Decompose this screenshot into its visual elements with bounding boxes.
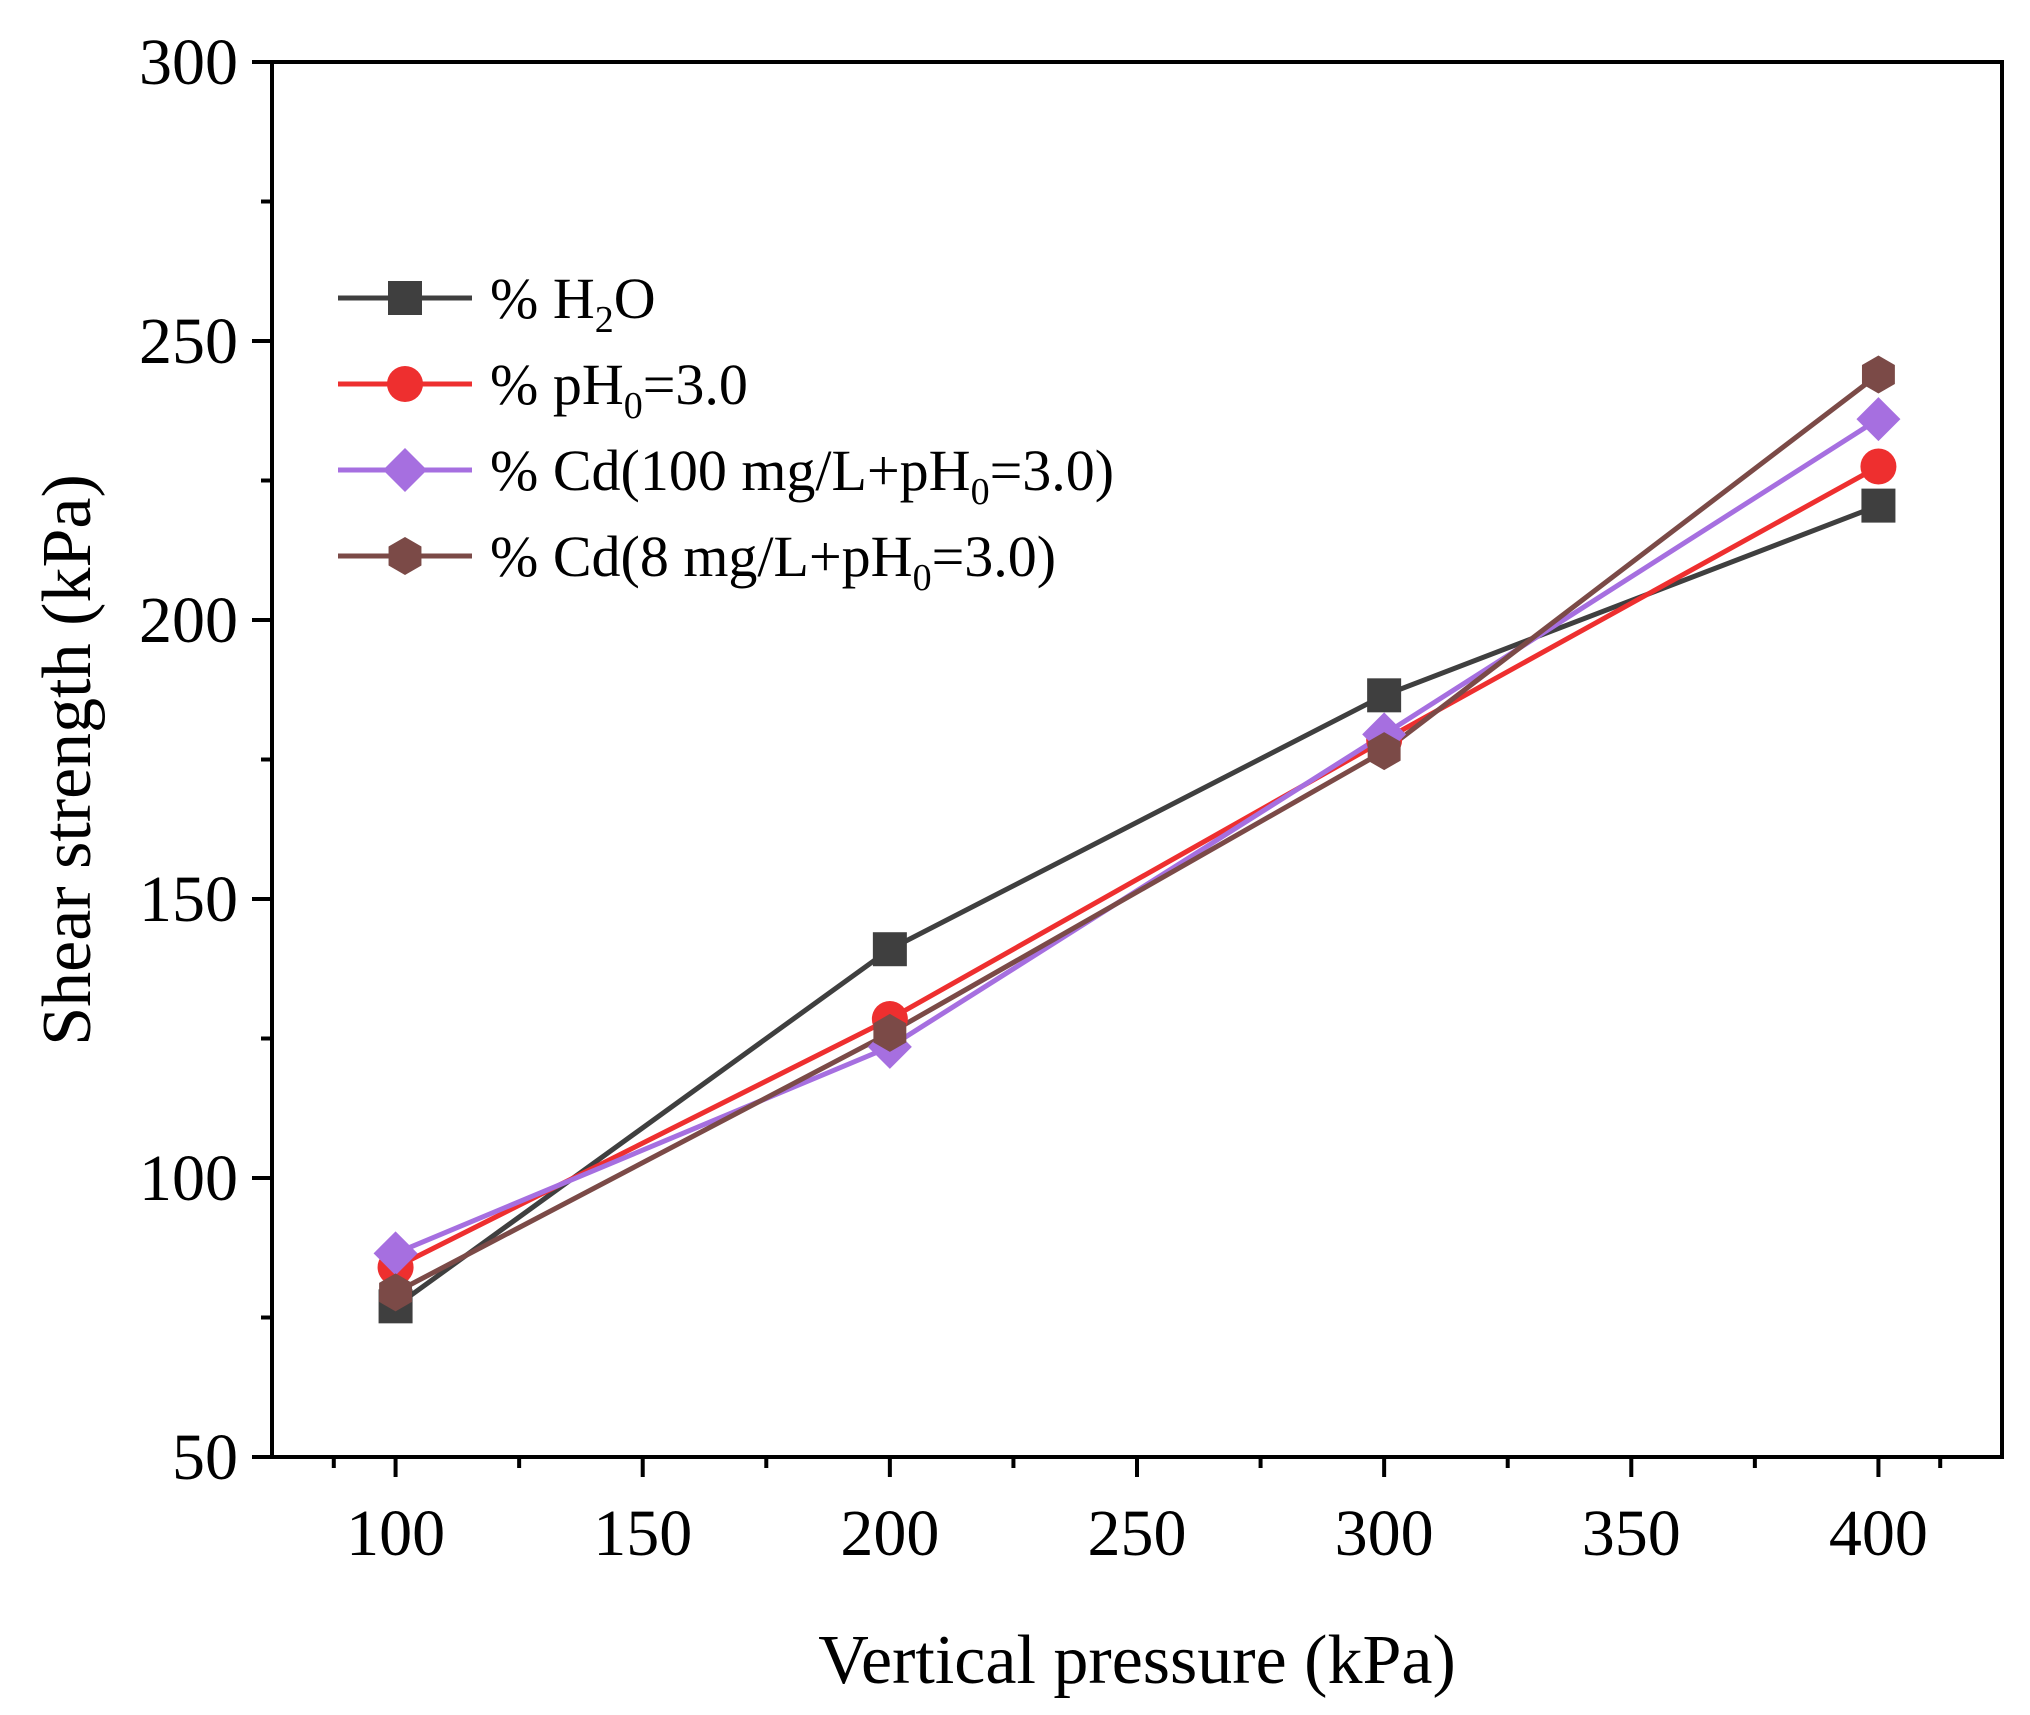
legend-item-4: % Cd(8 mg/L+pH0=3.0)	[338, 524, 1056, 599]
legend-label: % Cd(8 mg/L+pH0=3.0)	[490, 524, 1056, 599]
data-point-series-1	[1861, 488, 1896, 523]
legend-item-2: % pH0=3.0	[338, 352, 748, 427]
y-tick-label: 300	[139, 26, 238, 99]
x-tick-labels: 100 150 200 250 300 350 400	[346, 1497, 1928, 1570]
plot-area	[270, 60, 2004, 1459]
y-tick-label: 50	[172, 1421, 238, 1494]
x-axis-title: Vertical pressure (kPa)	[818, 1622, 1456, 1699]
axis-ticks	[252, 60, 1943, 1477]
data-point-series-4	[873, 1013, 907, 1052]
legend-marker	[387, 366, 423, 402]
legend-marker	[388, 537, 422, 575]
data-point-series-2	[1860, 448, 1897, 485]
legend-label: % Cd(100 mg/L+pH0=3.0)	[490, 438, 1114, 513]
legend: % H2O % pH0=3.0 % Cd(100 mg/L+pH0=3.0) % Cd…	[338, 266, 1114, 599]
x-tick-label: 300	[1335, 1497, 1434, 1570]
y-tick-label: 100	[139, 1142, 238, 1215]
data-point-series-3	[1856, 397, 1901, 442]
data-point-series-4	[379, 1273, 413, 1312]
series-markers	[373, 355, 1901, 1324]
x-tick-label: 400	[1829, 1497, 1928, 1570]
y-tick-labels: 50 100 150 200 250 300	[139, 26, 238, 1494]
legend-label: % pH0=3.0	[490, 352, 748, 427]
y-tick-label: 200	[139, 584, 238, 657]
legend-item-1: % H2O	[338, 266, 656, 341]
x-tick-label: 250	[1088, 1497, 1187, 1570]
data-point-series-1	[1367, 678, 1402, 713]
series-line-4	[394, 372, 1880, 1295]
series-lines	[394, 372, 1880, 1309]
legend-marker	[383, 448, 427, 492]
x-tick-label: 100	[346, 1497, 445, 1570]
x-tick-label: 150	[593, 1497, 692, 1570]
x-tick-label: 350	[1582, 1497, 1681, 1570]
data-point-series-1	[872, 932, 907, 967]
y-axis-title: Shear strength (kPa)	[29, 474, 106, 1046]
data-point-series-4	[1861, 355, 1895, 394]
legend-item-3: % Cd(100 mg/L+pH0=3.0)	[338, 438, 1114, 513]
legend-label: % H2O	[490, 266, 656, 341]
y-tick-label: 150	[139, 863, 238, 936]
series-line-2	[394, 464, 1880, 1270]
legend-marker	[388, 281, 422, 315]
y-tick-label: 250	[139, 305, 238, 378]
x-tick-label: 200	[840, 1497, 939, 1570]
data-point-series-3	[373, 1231, 418, 1276]
data-point-series-4	[1367, 732, 1401, 771]
